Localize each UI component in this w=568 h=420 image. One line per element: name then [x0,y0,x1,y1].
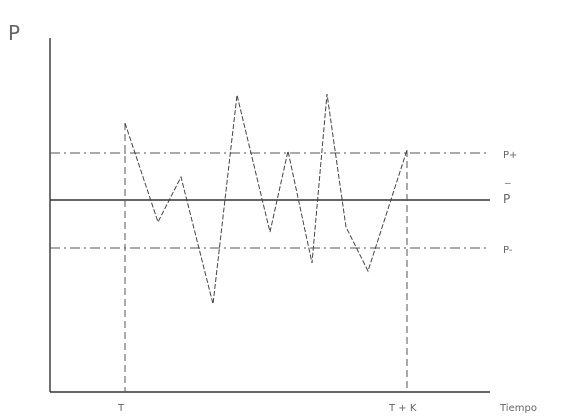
lower-line-label: P- [503,245,513,256]
t-end-label: T + K [388,403,417,414]
mean-line-bar: _ [504,171,511,184]
upper-line-label: P+ [503,150,517,161]
x-axis-label: Tiempo [499,403,537,414]
y-axis-label: P [8,21,20,45]
price-path [124,93,408,305]
mean-line-label: P [503,192,510,206]
t-start-label: T [117,403,125,414]
